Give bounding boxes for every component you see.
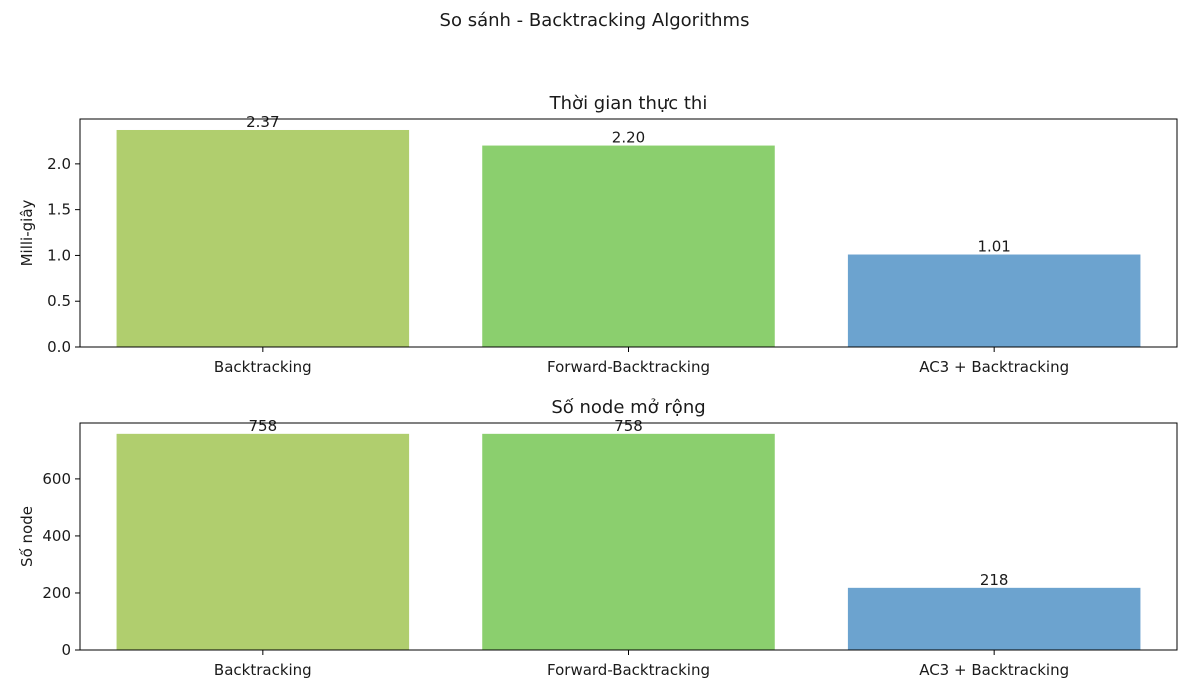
axes-frame-2	[79, 422, 1178, 651]
y-tick-label: 200	[42, 584, 71, 602]
x-tick-label: AC3 + Backtracking	[919, 661, 1069, 679]
subplot-title-2: Số node mở rộng	[551, 397, 705, 418]
figure-title: So sánh - Backtracking Algorithms	[439, 10, 750, 31]
y-axis-label-1: Milli-giây	[18, 199, 36, 266]
x-tick-label: Forward-Backtracking	[547, 661, 710, 679]
bar-value-label: 218	[980, 571, 1009, 589]
y-tick-label: 1.5	[47, 201, 71, 219]
x-tick-label: Backtracking	[214, 358, 312, 376]
bar-value-label: 1.01	[977, 238, 1010, 256]
x-tick-label: Forward-Backtracking	[547, 358, 710, 376]
bar-2-1	[116, 433, 410, 650]
bar-1-3	[847, 254, 1141, 347]
y-tick-label: 0.5	[47, 292, 71, 310]
x-tick-label: AC3 + Backtracking	[919, 358, 1069, 376]
bar-2-3	[847, 587, 1141, 650]
y-tick-label: 0.0	[47, 338, 71, 356]
bar-1-2	[482, 145, 775, 347]
bar-value-label: 758	[249, 417, 278, 435]
subplot-title-1: Thời gian thực thi	[549, 93, 708, 114]
x-tick-label: Backtracking	[214, 661, 312, 679]
bar-2-2	[482, 433, 775, 650]
axes-frame-1	[79, 118, 1178, 348]
y-tick-label: 0	[61, 641, 71, 659]
bar-value-label: 2.20	[612, 129, 645, 147]
bar-value-label: 2.37	[246, 113, 279, 131]
y-tick-label: 2.0	[47, 155, 71, 173]
y-tick-label: 400	[42, 527, 71, 545]
bar-value-label: 758	[614, 417, 643, 435]
y-axis-label-2: Số node	[18, 506, 36, 567]
y-tick-label: 1.0	[47, 246, 71, 264]
bar-1-1	[116, 129, 410, 347]
y-tick-label: 600	[42, 470, 71, 488]
